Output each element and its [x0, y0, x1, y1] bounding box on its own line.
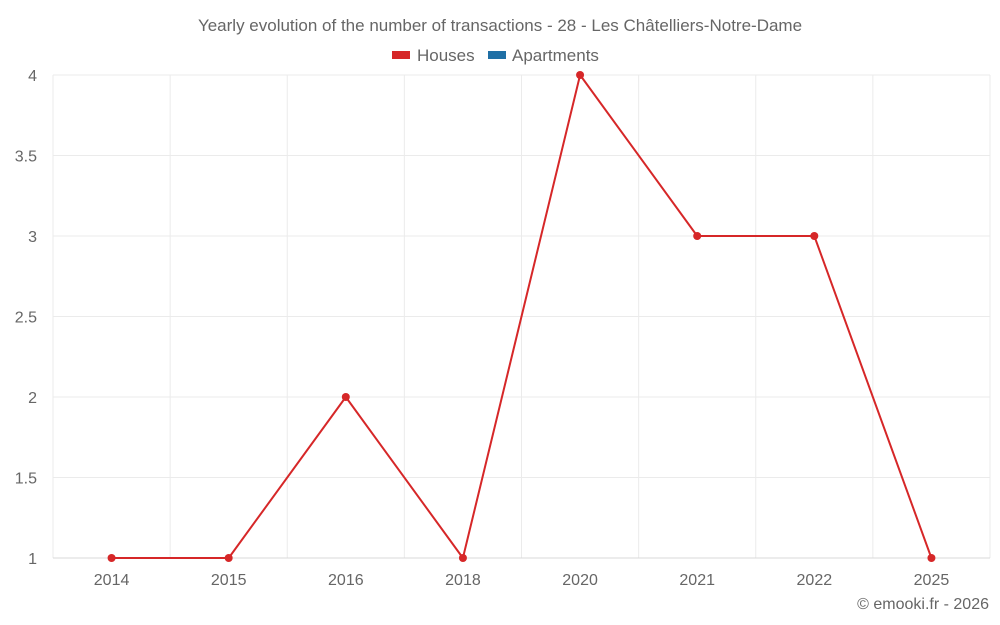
- data-point-houses[interactable]: [927, 554, 936, 562]
- data-point-houses[interactable]: [224, 554, 233, 562]
- x-tick-label: 2025: [914, 572, 950, 589]
- x-tick-label: 2015: [211, 572, 247, 589]
- legend-swatch-apartments: [488, 51, 506, 59]
- y-axis-ticks: 1 1.5 2 2.5 3 3.5 4: [15, 68, 37, 568]
- series-layer: [107, 71, 936, 562]
- legend-item-houses[interactable]: Houses: [392, 46, 475, 65]
- x-tick-label: 2018: [445, 572, 481, 589]
- data-point-houses[interactable]: [693, 232, 702, 240]
- x-axis-ticks: 2014 2015 2016 2018 2020 2021 2022 2025: [94, 572, 950, 589]
- chart-title: Yearly evolution of the number of transa…: [198, 16, 802, 35]
- data-point-houses[interactable]: [576, 71, 585, 79]
- y-tick-label: 3: [28, 229, 37, 246]
- y-tick-label: 1: [28, 551, 37, 568]
- legend: Houses Apartments: [392, 46, 599, 65]
- y-tick-label: 4: [28, 68, 37, 85]
- x-tick-label: 2014: [94, 572, 130, 589]
- y-tick-label: 2.5: [15, 310, 37, 327]
- x-tick-label: 2021: [679, 572, 715, 589]
- data-point-houses[interactable]: [810, 232, 819, 240]
- y-tick-label: 1.5: [15, 471, 37, 488]
- x-tick-label: 2016: [328, 572, 364, 589]
- legend-label-houses: Houses: [417, 46, 475, 65]
- series-line-houses: [111, 74, 933, 559]
- credit-text: © emooki.fr - 2026: [857, 596, 989, 613]
- y-tick-label: 2: [28, 390, 37, 407]
- data-point-houses[interactable]: [458, 554, 467, 562]
- legend-label-apartments: Apartments: [512, 46, 599, 65]
- data-point-houses[interactable]: [107, 554, 116, 562]
- data-point-houses[interactable]: [341, 393, 350, 401]
- x-tick-label: 2020: [562, 572, 598, 589]
- x-tick-label: 2022: [797, 572, 833, 589]
- legend-item-apartments[interactable]: Apartments: [488, 46, 599, 65]
- y-tick-label: 3.5: [15, 149, 37, 166]
- legend-swatch-houses: [392, 51, 410, 59]
